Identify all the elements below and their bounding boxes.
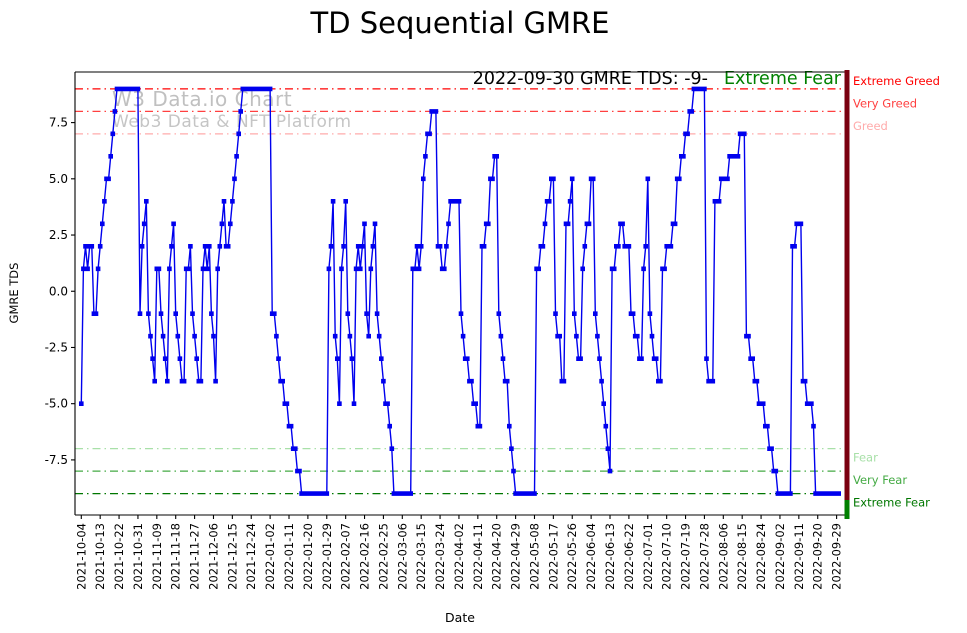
x-tick-label: 2021-10-04 <box>74 523 88 590</box>
x-tick-label: 2022-07-01 <box>641 523 655 590</box>
x-tick-label: 2022-05-17 <box>546 523 560 590</box>
x-tick-label: 2022-09-11 <box>792 523 806 590</box>
y-tick-label: -5.0 <box>45 397 68 411</box>
x-tick-label: 2021-12-15 <box>225 523 239 590</box>
x-tick-label: 2022-08-15 <box>735 523 749 590</box>
x-tick-label: 2022-05-26 <box>565 523 579 590</box>
x-tick-label: 2021-11-27 <box>188 523 202 590</box>
threshold-label-greed: Greed <box>853 119 888 133</box>
y-tick-label: -2.5 <box>45 340 68 354</box>
x-tick-label: 2022-05-08 <box>528 523 542 590</box>
y-tick-label: 7.5 <box>49 116 68 130</box>
x-tick-label: 2022-09-02 <box>773 523 787 590</box>
x-tick-label: 2021-10-13 <box>93 523 107 590</box>
x-tick-label: 2022-04-20 <box>490 523 504 590</box>
threshold-label-extreme-greed: Extreme Greed <box>853 74 940 88</box>
y-tick-label: 0.0 <box>49 284 68 298</box>
threshold-label-very-greed: Very Greed <box>853 96 917 110</box>
x-tick-label: 2022-01-29 <box>320 523 334 590</box>
x-axis-label: Date <box>445 610 475 625</box>
watermark-line2: Web3 Data & NFT Platform <box>112 112 352 132</box>
x-tick-label: 2021-11-09 <box>150 523 164 590</box>
x-tick-label: 2022-07-19 <box>679 523 693 590</box>
x-tick-label: 2022-06-04 <box>584 523 598 590</box>
sentiment-bar-tip <box>844 500 850 519</box>
x-tick-label: 2022-02-25 <box>376 523 390 590</box>
x-tick-label: 2021-10-22 <box>112 523 126 590</box>
x-tick-label: 2022-04-29 <box>509 523 523 590</box>
x-tick-label: 2022-04-02 <box>452 523 466 590</box>
threshold-label-fear: Fear <box>853 451 878 465</box>
x-tick-label: 2022-08-24 <box>754 523 768 590</box>
x-tick-label: 2022-08-06 <box>716 523 730 590</box>
x-tick-label: 2022-07-28 <box>697 523 711 590</box>
x-tick-label: 2022-07-10 <box>660 523 674 590</box>
x-tick-label: 2022-01-11 <box>282 523 296 590</box>
x-tick-label: 2021-11-18 <box>169 523 183 590</box>
x-tick-label: 2021-10-31 <box>131 523 145 590</box>
x-tick-label: 2021-12-06 <box>207 523 221 590</box>
chart-title: TD Sequential GMRE <box>310 6 610 40</box>
x-tick-label: 2022-03-15 <box>414 523 428 590</box>
y-tick-label: 5.0 <box>49 172 68 186</box>
x-tick-label: 2022-09-20 <box>811 523 825 590</box>
x-tick-label: 2022-01-20 <box>301 523 315 590</box>
x-tick-label: 2022-01-02 <box>263 523 277 590</box>
threshold-label-extreme-fear: Extreme Fear <box>853 496 930 510</box>
x-tick-label: 2022-06-13 <box>603 523 617 590</box>
x-tick-label: 2022-03-06 <box>395 523 409 590</box>
x-tick-label: 2022-04-11 <box>471 523 485 590</box>
threshold-label-very-fear: Very Fear <box>853 473 907 487</box>
annotation-date-value: 2022-09-30 GMRE TDS: -9- <box>472 69 708 89</box>
x-tick-label: 2022-06-22 <box>622 523 636 590</box>
x-tick-label: 2022-09-29 <box>830 523 844 590</box>
x-tick-label: 2022-02-07 <box>339 523 353 590</box>
x-tick-label: 2022-02-16 <box>358 523 372 590</box>
x-tick-label: 2021-12-24 <box>244 523 258 590</box>
y-tick-label: 2.5 <box>49 228 68 242</box>
y-tick-label: -7.5 <box>45 453 68 467</box>
annotation: 2022-09-30 GMRE TDS: -9- Extreme Fear <box>75 69 841 89</box>
annotation-sentiment: Extreme Fear <box>723 69 841 89</box>
x-tick-label: 2022-03-24 <box>433 523 447 590</box>
sentiment-bar <box>844 70 850 500</box>
series-line <box>80 88 839 495</box>
